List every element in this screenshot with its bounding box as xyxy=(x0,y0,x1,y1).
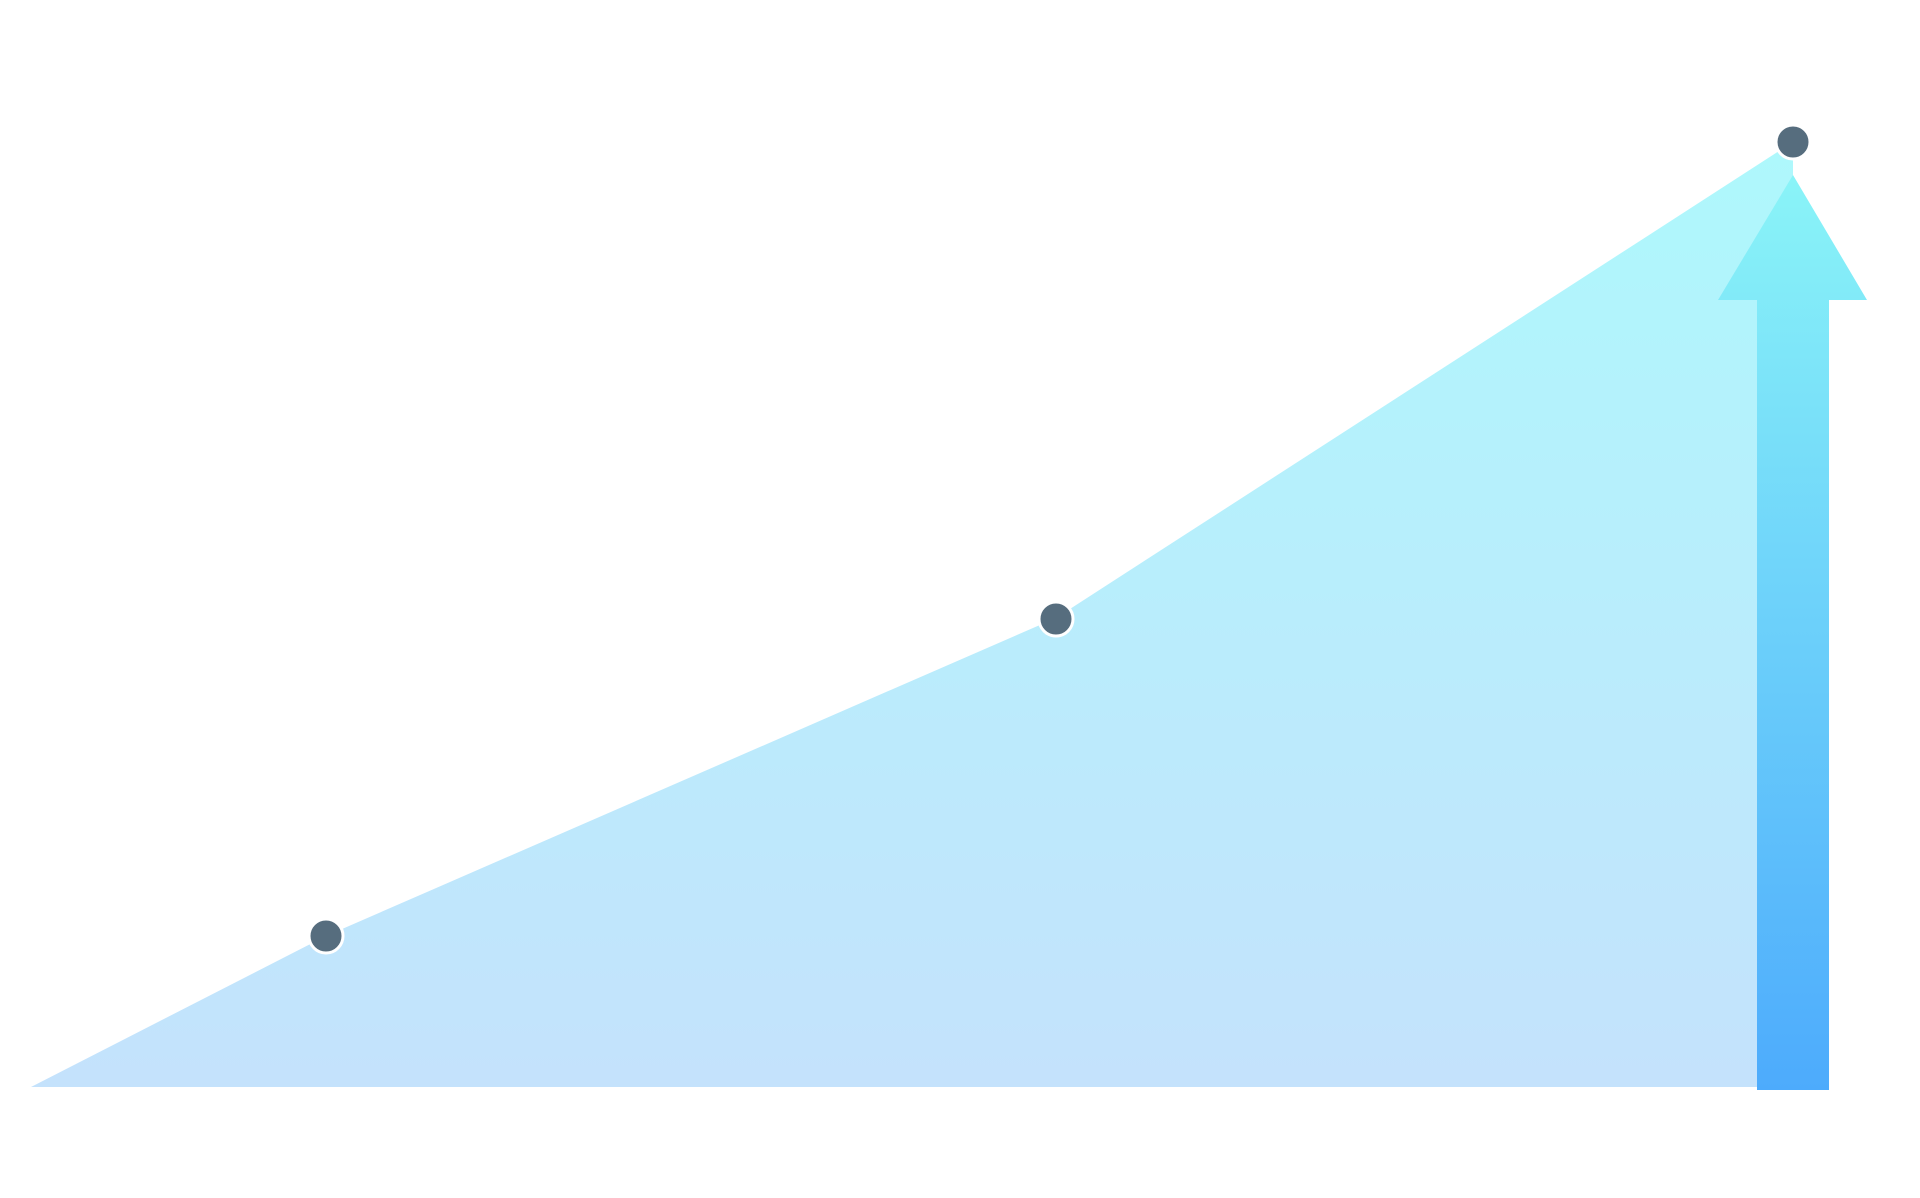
growth-area xyxy=(31,142,1793,1087)
milestone-dot xyxy=(1037,600,1075,638)
growth-arrow xyxy=(1718,175,1867,1090)
milestone-dot xyxy=(1774,123,1812,161)
milestone-dot xyxy=(307,917,345,955)
